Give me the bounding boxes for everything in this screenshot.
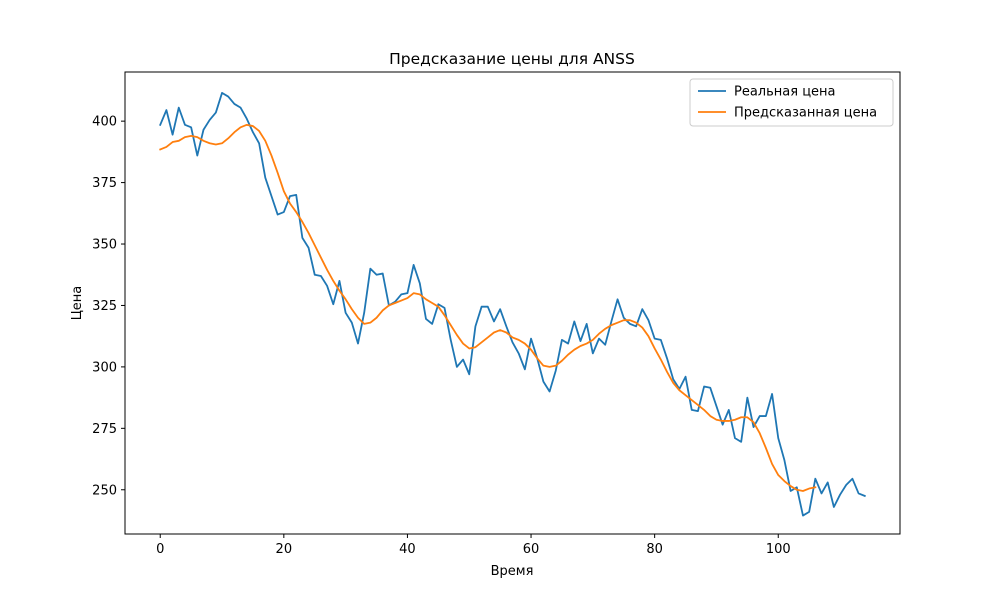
- y-axis: 250 275 300 325 350 375 400: [92, 115, 125, 498]
- x-tick-label: 60: [523, 542, 540, 557]
- legend-label-1: Реальная цена: [734, 85, 836, 100]
- x-axis: 0 20 40 60 80 100: [156, 534, 791, 557]
- y-tick-label: 400: [92, 115, 117, 130]
- legend-box: [689, 78, 894, 127]
- plot-frame: [124, 71, 901, 535]
- x-tick-label: 80: [646, 542, 663, 557]
- x-tick-label: 0: [156, 542, 164, 557]
- series-line-1: [159, 91, 866, 517]
- x-tick-label: 40: [399, 542, 416, 557]
- y-tick-label: 275: [92, 422, 117, 437]
- x-axis-label: Время: [491, 564, 534, 579]
- legend-label-2: Предсказанная цена: [734, 106, 877, 121]
- y-axis-label: Цена: [70, 286, 85, 321]
- x-tick-label: 100: [766, 542, 791, 557]
- series-line-2: [159, 123, 817, 492]
- y-tick-label: 375: [92, 176, 117, 191]
- x-tick-label: 20: [276, 542, 293, 557]
- y-tick-label: 300: [92, 360, 117, 375]
- y-tick-label: 350: [92, 238, 117, 253]
- y-tick-label: 250: [92, 483, 117, 498]
- chart-title: Предсказание цены для ANSS: [389, 50, 635, 68]
- legend: Реальная цена Предсказанная цена: [689, 78, 894, 127]
- plot-area: [159, 91, 866, 517]
- y-tick-label: 325: [92, 299, 117, 314]
